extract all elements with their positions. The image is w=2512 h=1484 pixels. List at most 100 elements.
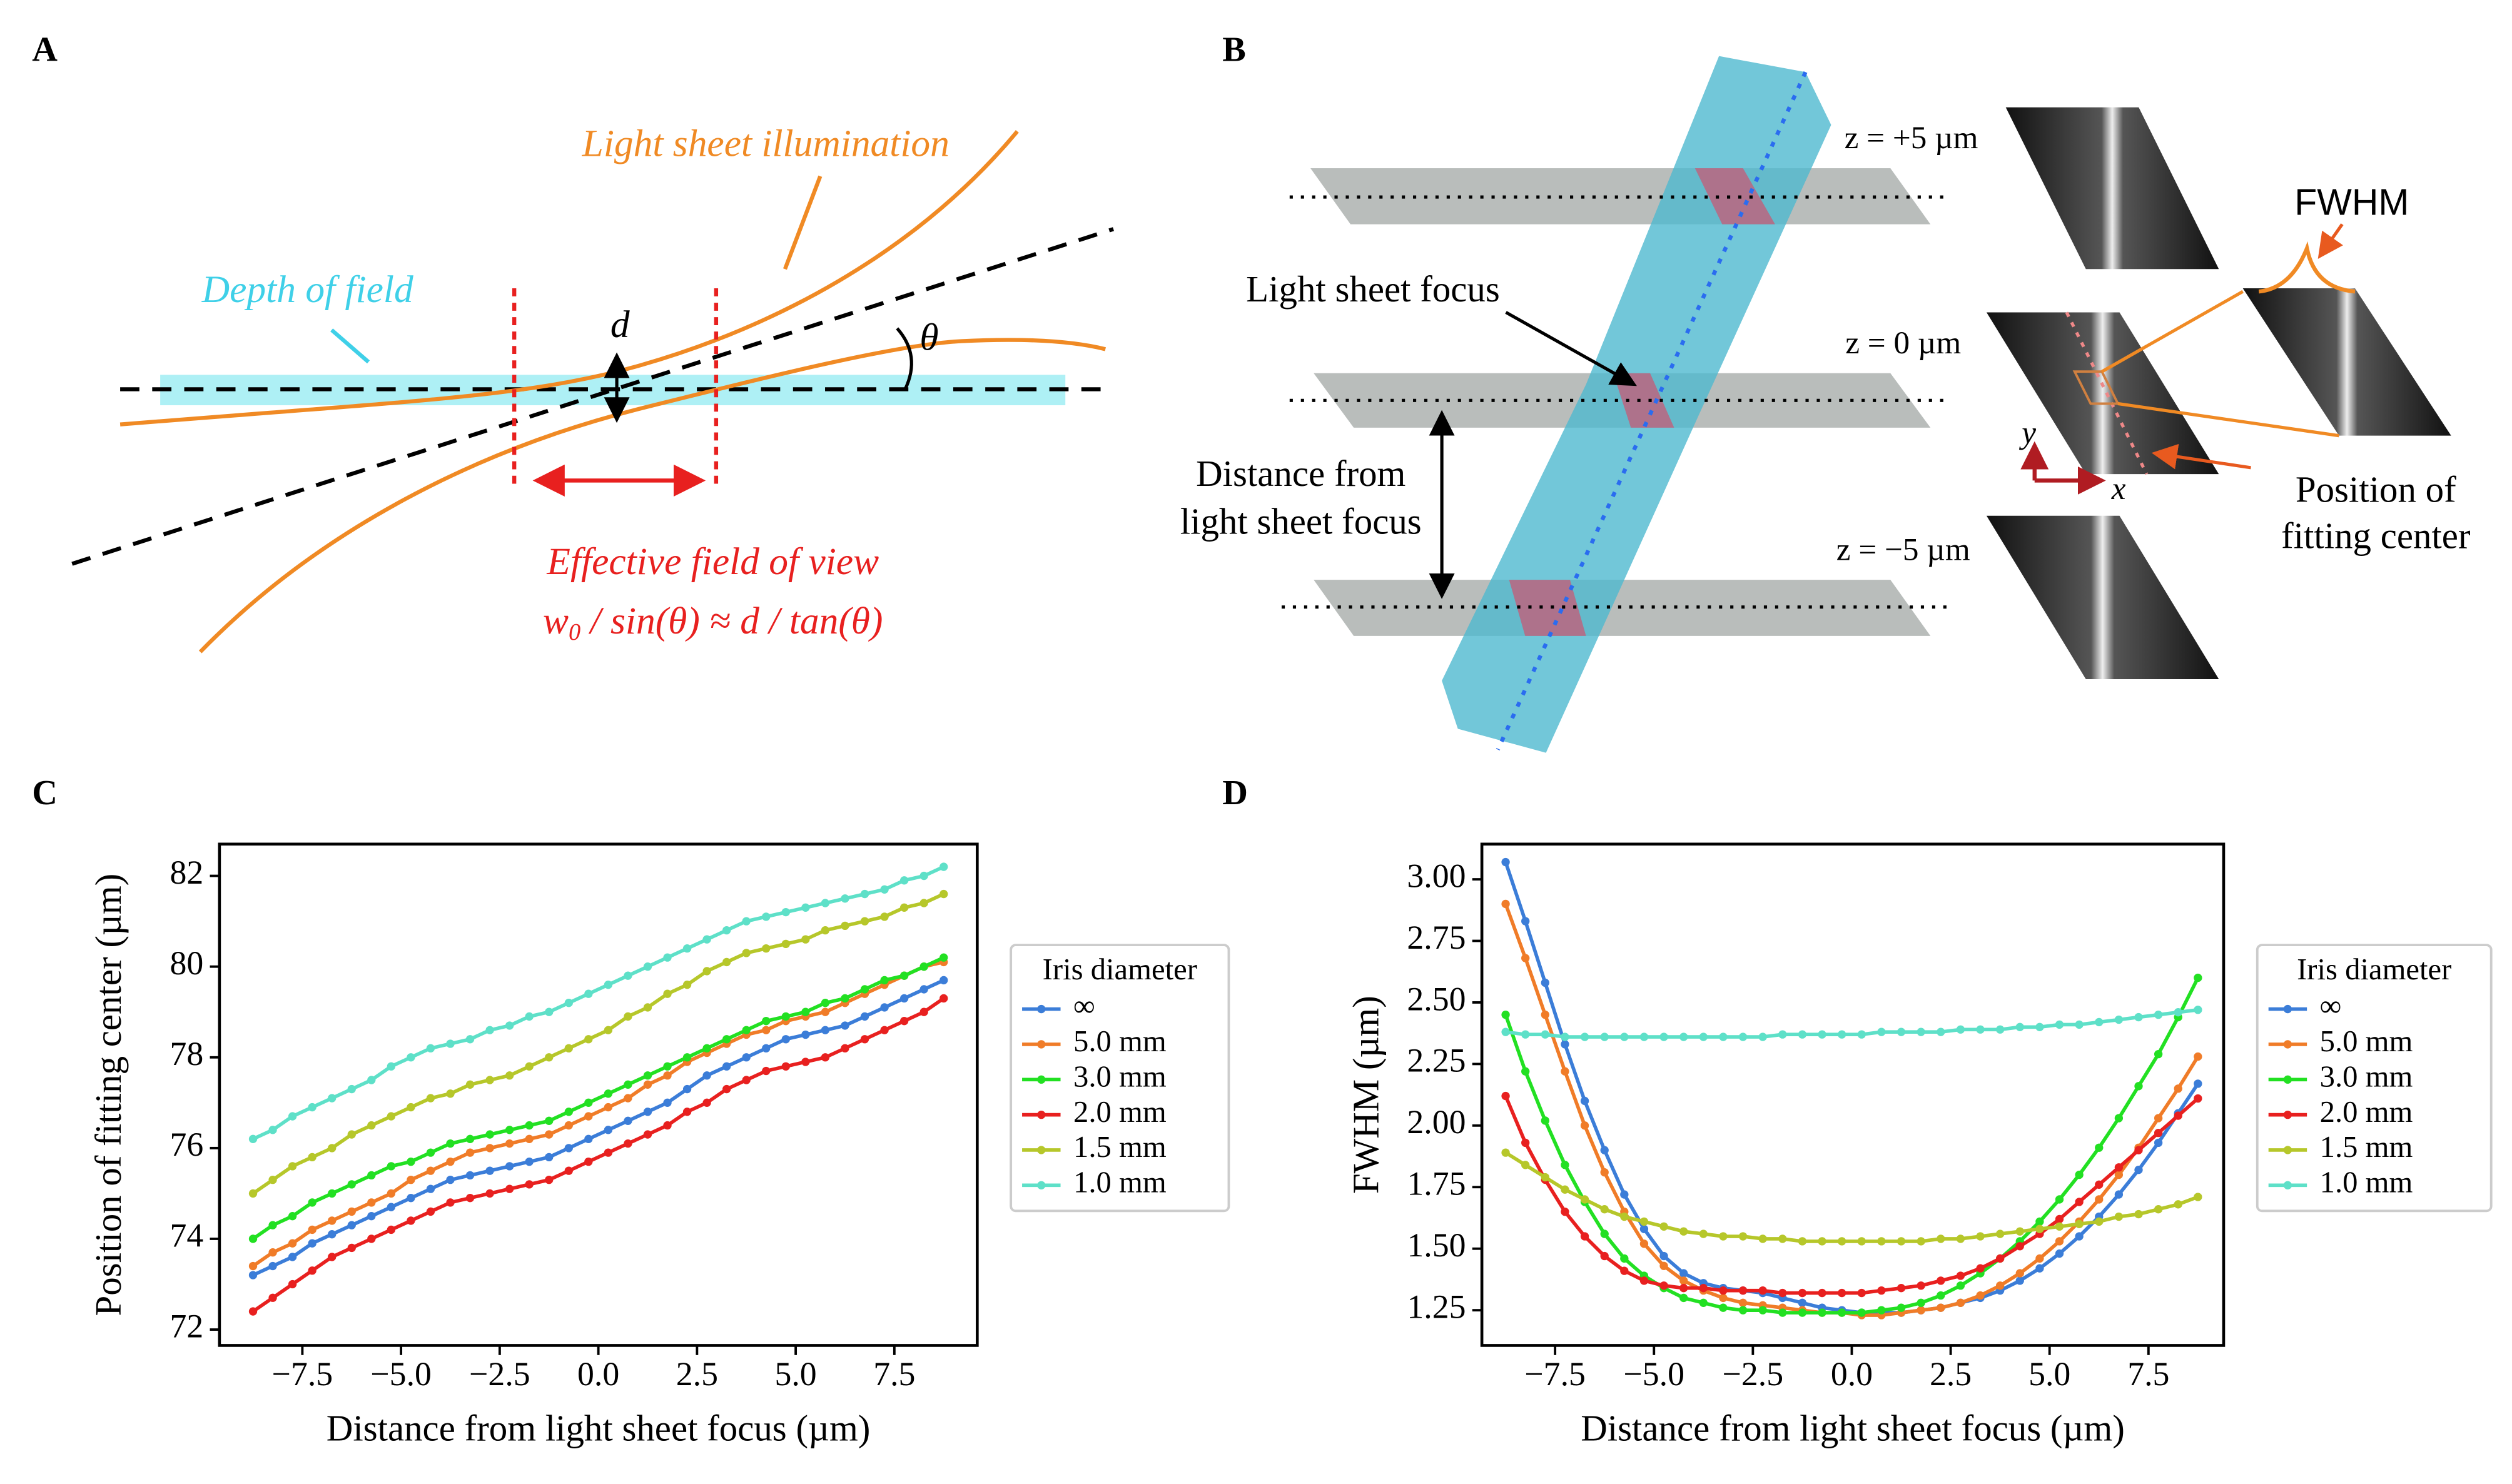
data-point: [564, 1121, 573, 1130]
data-point: [545, 1175, 554, 1184]
data-point: [821, 926, 830, 935]
data-point: [1521, 1067, 1530, 1076]
data-point: [465, 1035, 475, 1044]
data-point: [268, 1261, 277, 1271]
data-point: [1679, 1269, 1688, 1278]
data-point: [939, 976, 948, 985]
legend-label: 5.0 mm: [1073, 1024, 1167, 1058]
data-point: [860, 1012, 869, 1021]
data-point: [1778, 1308, 1787, 1317]
data-point: [2015, 1242, 2024, 1251]
data-point: [2035, 1264, 2044, 1273]
y-tick-label: 76: [170, 1126, 204, 1163]
data-point: [387, 1225, 396, 1234]
data-point: [308, 1239, 317, 1248]
legend-label: 1.0 mm: [1073, 1165, 1167, 1199]
x-tick-label: −7.5: [272, 1355, 333, 1393]
legend-label: ∞: [2320, 989, 2342, 1023]
data-point: [387, 1162, 396, 1171]
data-point: [663, 1098, 672, 1107]
data-point: [2035, 1254, 2044, 1263]
data-point: [682, 944, 692, 953]
data-point: [2114, 1190, 2124, 1199]
data-point: [2134, 1209, 2143, 1219]
legend-marker: [1037, 1110, 1046, 1119]
data-point: [1541, 1010, 1549, 1019]
data-point: [1521, 1138, 1530, 1148]
data-point: [663, 989, 672, 998]
data-point: [702, 1071, 711, 1080]
data-point: [1738, 1306, 1748, 1315]
overlap: [1509, 580, 1586, 636]
data-point: [268, 1126, 277, 1134]
leader: [330, 328, 370, 364]
data-point: [367, 1171, 376, 1180]
data-point: [1699, 1298, 1708, 1307]
legend-marker: [1037, 1181, 1046, 1189]
data-point: [919, 871, 928, 881]
data-point: [841, 1044, 849, 1052]
data-point: [328, 1253, 337, 1261]
data-point: [2075, 1232, 2084, 1241]
data-point: [367, 1212, 376, 1221]
data-point: [525, 1157, 534, 1166]
x-tick-label: 7.5: [2127, 1355, 2169, 1393]
data-point: [841, 921, 849, 931]
label: Position of: [2296, 469, 2456, 510]
data-point: [1501, 1091, 1510, 1101]
data-point: [308, 1225, 317, 1234]
data-point: [604, 1148, 613, 1157]
data-point: [899, 903, 909, 912]
data-point: [407, 1193, 415, 1203]
y-tick-label: 2.25: [1407, 1042, 1466, 1079]
data-point: [1659, 1261, 1668, 1270]
data-point: [643, 962, 652, 971]
data-point: [821, 1026, 830, 1034]
data-point: [505, 1139, 514, 1148]
data-point: [1501, 1027, 1510, 1036]
data-point: [762, 1026, 771, 1034]
data-point: [1976, 1264, 1985, 1273]
data-point: [604, 1126, 613, 1134]
data-point: [1897, 1237, 1906, 1246]
data-point: [328, 1189, 337, 1198]
data-point: [2134, 1012, 2143, 1022]
data-point: [2095, 1017, 2104, 1027]
data-point: [2095, 1180, 2104, 1189]
data-point: [1818, 1237, 1826, 1246]
data-point: [1719, 1303, 1728, 1312]
data-point: [1956, 1025, 1965, 1034]
x-tick-label: 7.5: [873, 1355, 915, 1393]
data-point: [682, 981, 692, 989]
data-point: [1738, 1286, 1748, 1295]
data-point: [367, 1198, 376, 1207]
data-point: [268, 1221, 277, 1229]
zoom-line: [2101, 290, 2244, 373]
plot-frame: [218, 842, 979, 1347]
label: FWHM: [2294, 182, 2409, 223]
data-point: [1719, 1286, 1728, 1295]
data-point: [1897, 1303, 1906, 1312]
data-point: [899, 876, 909, 885]
formula-part: 0: [569, 619, 580, 645]
data-point: [1699, 1284, 1708, 1293]
data-point: [2134, 1082, 2143, 1091]
tilted-axis: [71, 227, 1115, 566]
label: θ: [919, 316, 938, 359]
legend-label: 2.0 mm: [1073, 1095, 1167, 1129]
data-point: [624, 1094, 632, 1103]
data-point: [821, 1053, 830, 1062]
data-point: [2174, 1084, 2182, 1093]
data-point: [2015, 1227, 2024, 1236]
psf-image: [2005, 107, 2219, 270]
label: x: [2111, 471, 2126, 507]
data-point: [2194, 973, 2202, 982]
legend-marker: [2283, 1181, 2292, 1189]
data-point: [643, 1003, 652, 1012]
data-point: [545, 1153, 554, 1162]
data-point: [1877, 1286, 1886, 1295]
data-point: [564, 1108, 573, 1116]
data-point: [584, 1098, 593, 1107]
data-point: [1995, 1254, 2005, 1263]
